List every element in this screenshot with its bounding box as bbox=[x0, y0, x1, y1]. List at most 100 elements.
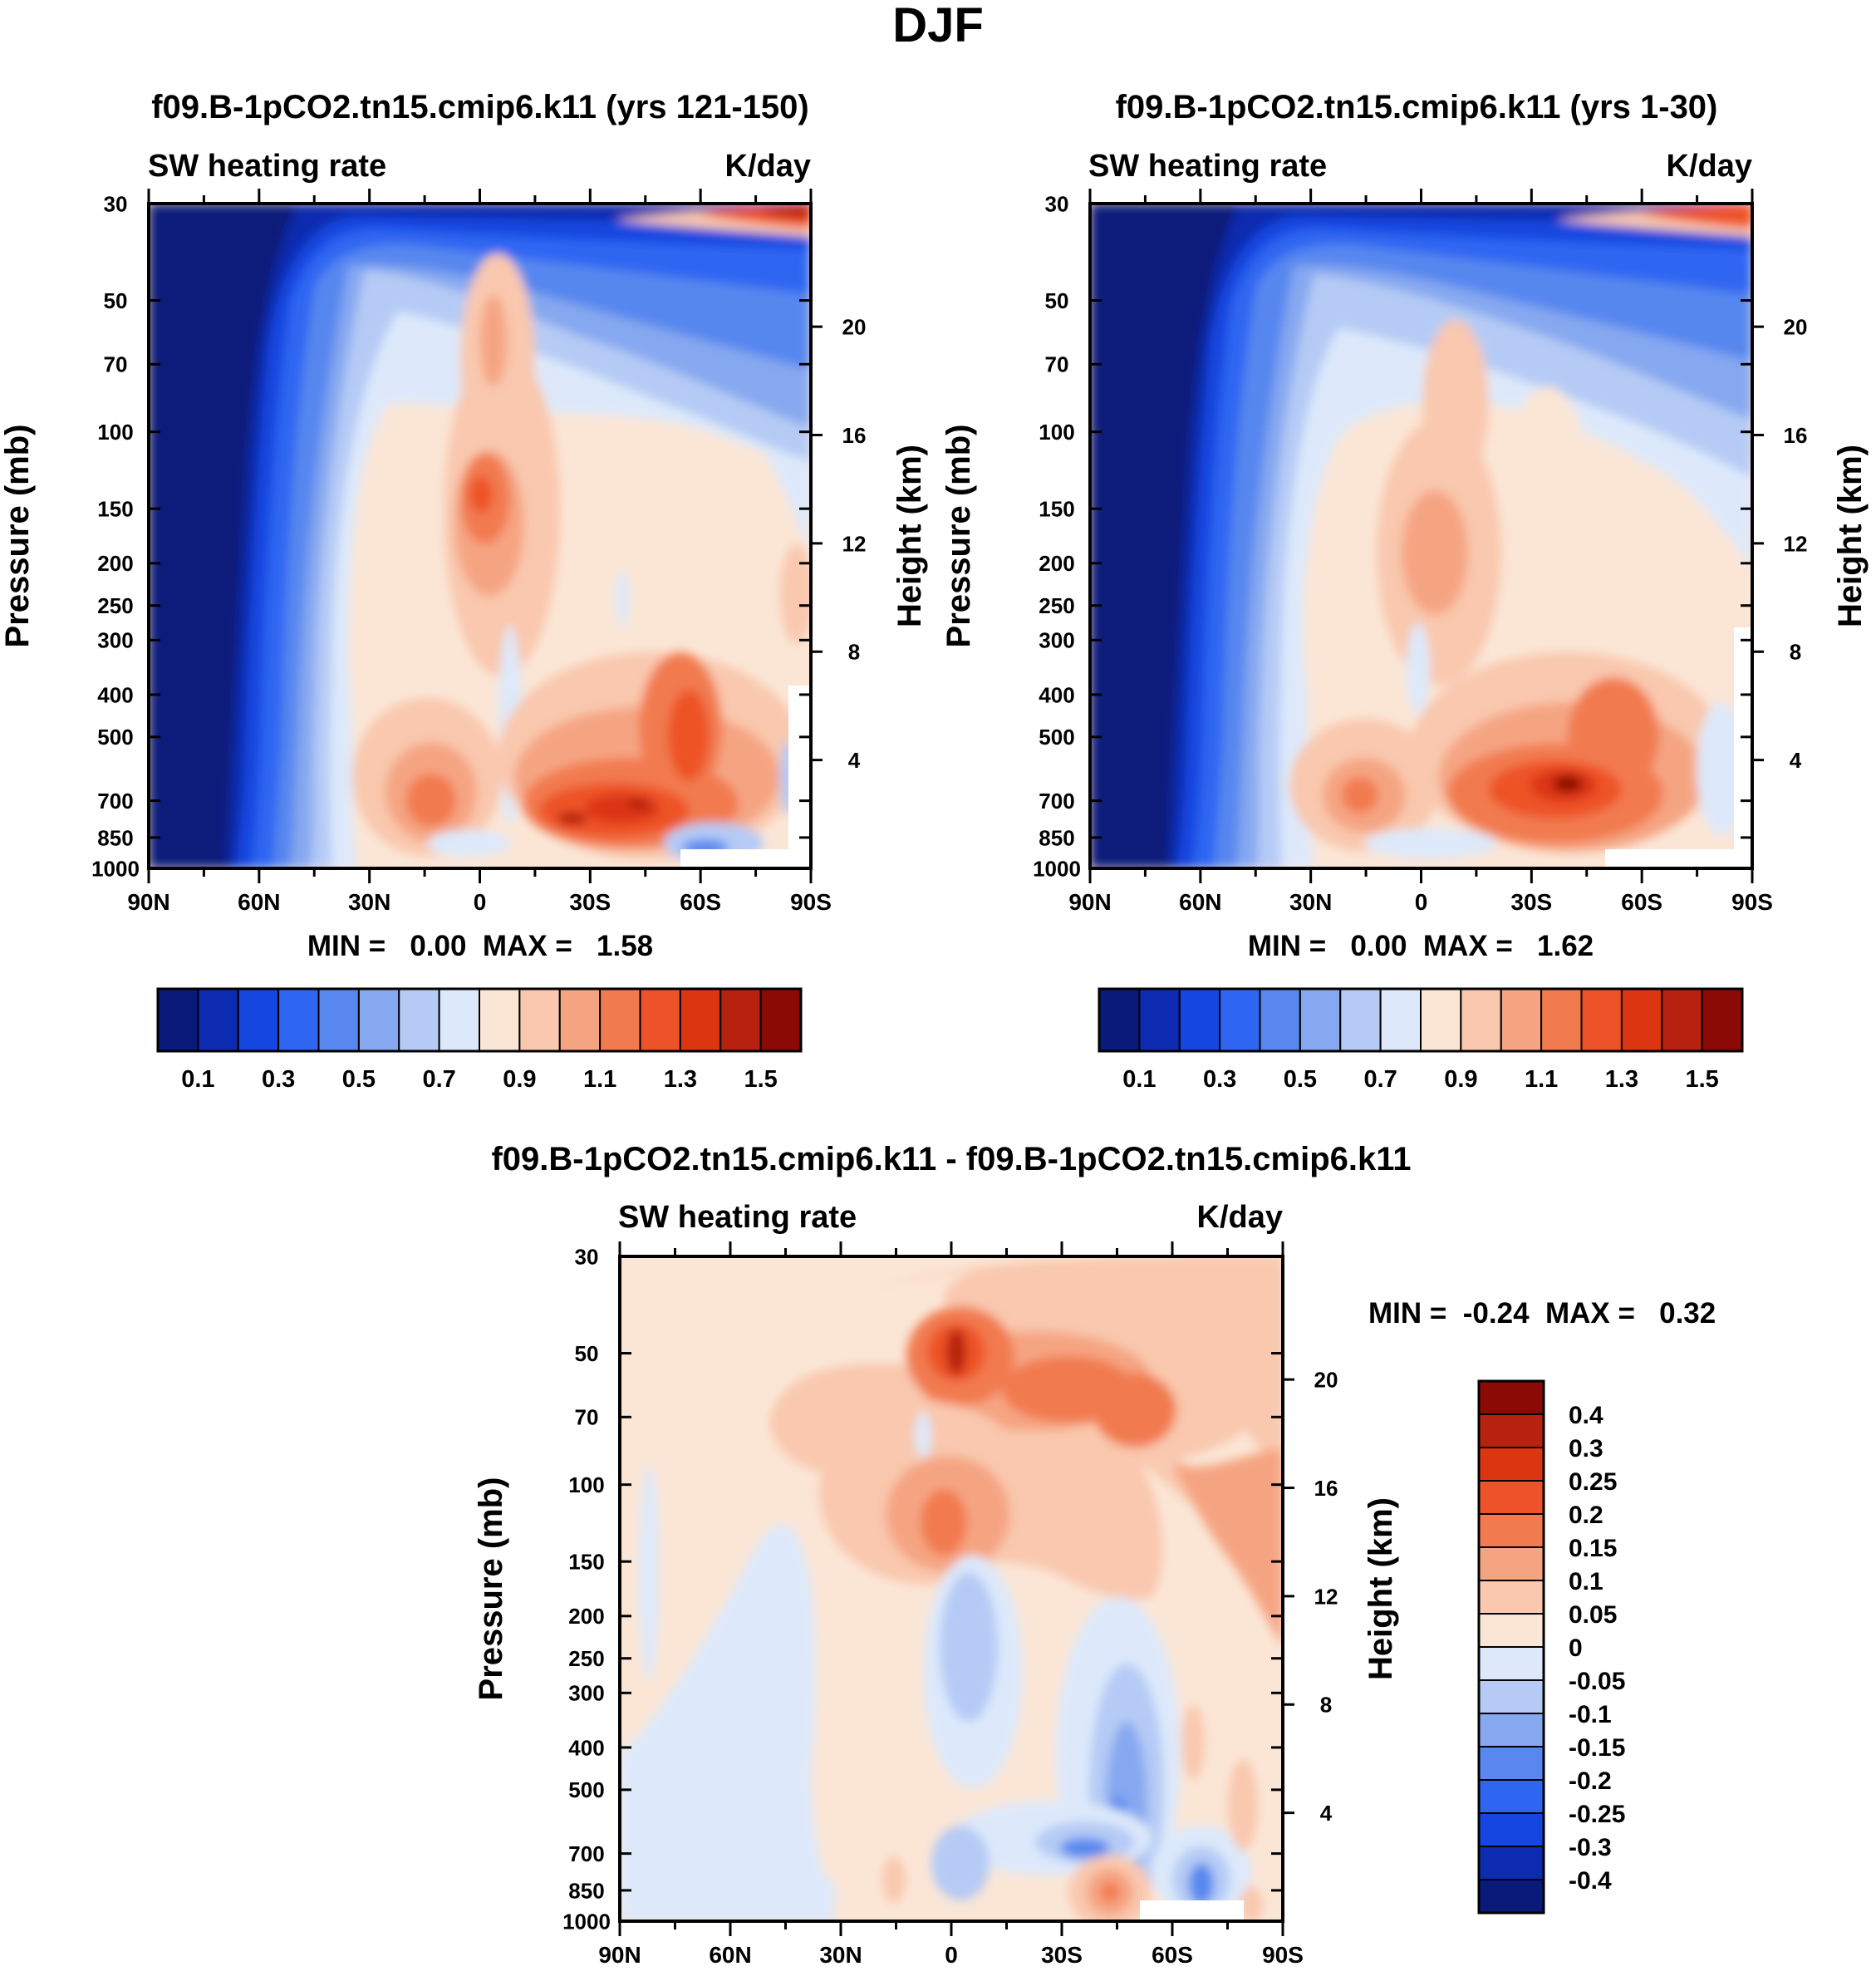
min-max-stats: MIN = 0.00 MAX = 1.62 bbox=[1248, 930, 1594, 962]
y2-tick-label: 20 bbox=[1784, 315, 1808, 340]
y-tick-label: 850 bbox=[97, 825, 133, 850]
y-tick-label: 100 bbox=[568, 1472, 604, 1497]
colorbar-swatch bbox=[1478, 1480, 1545, 1515]
units-label: K/day bbox=[1667, 149, 1752, 184]
colorbar-label: 1.1 bbox=[1525, 1066, 1558, 1093]
colorbar: 0.1 0.3 0.5 0.7 0.9 1.1 1.3 1.5 bbox=[156, 987, 803, 1093]
y2-axis-ticks: 20 16 12 8 4 bbox=[1283, 1368, 1338, 1826]
colorbar-label: 0.2 bbox=[1569, 1502, 1603, 1529]
colorbar-label: -0.3 bbox=[1569, 1834, 1612, 1861]
y2-tick-label: 12 bbox=[842, 531, 867, 556]
units-label: K/day bbox=[1197, 1200, 1283, 1235]
colorbar-label: 0.1 bbox=[181, 1066, 214, 1093]
y-tick-label: 70 bbox=[1045, 352, 1069, 377]
y2-axis-ticks: 20 16 12 8 4 bbox=[811, 315, 866, 773]
y-tick-label: 30 bbox=[104, 191, 128, 216]
y2-axis-label: Height (km) bbox=[891, 445, 928, 627]
colorbar-swatch bbox=[1219, 988, 1261, 1052]
x-tick-label: 60S bbox=[680, 889, 721, 915]
x-tick-label: 30S bbox=[1510, 889, 1552, 915]
colorbar-frame bbox=[156, 987, 803, 1053]
colorbar-swatch bbox=[357, 988, 400, 1052]
y-tick-label: 300 bbox=[1039, 628, 1074, 653]
colorbar-label: 1.5 bbox=[1685, 1066, 1718, 1093]
colorbar-swatch bbox=[1478, 1613, 1545, 1648]
colorbar-swatch bbox=[1580, 988, 1623, 1052]
y-tick-label: 400 bbox=[1039, 682, 1074, 707]
colorbar-swatch bbox=[1478, 1580, 1545, 1615]
min-max-stats: MIN = 0.00 MAX = 1.58 bbox=[307, 930, 653, 962]
colorbar-swatch bbox=[1339, 988, 1382, 1052]
contour-plot bbox=[1090, 204, 1752, 868]
colorbar-label: 0 bbox=[1569, 1634, 1583, 1662]
colorbar-swatch bbox=[1478, 1546, 1545, 1581]
y-tick-label: 1000 bbox=[562, 1909, 611, 1934]
y2-tick-label: 20 bbox=[1314, 1368, 1338, 1393]
y-tick-label: 250 bbox=[568, 1646, 604, 1671]
y2-tick-label: 16 bbox=[1784, 423, 1808, 448]
y2-tick-label: 16 bbox=[1314, 1476, 1338, 1501]
y2-tick-label: 12 bbox=[1314, 1584, 1338, 1609]
y-axis-label: Pressure (mb) bbox=[473, 1477, 509, 1701]
x-tick-label: 60S bbox=[1152, 1942, 1193, 1968]
colorbar-swatch bbox=[1478, 1646, 1545, 1681]
panel-title: f09.B-1pCO2.tn15.cmip6.k11 (yrs 1-30) bbox=[1116, 89, 1718, 125]
y-tick-label: 700 bbox=[1039, 789, 1074, 814]
colorbar-swatch bbox=[237, 988, 280, 1052]
x-tick-label: 0 bbox=[1415, 889, 1428, 915]
x-tick-label: 90S bbox=[1731, 889, 1773, 915]
colorbar-swatch bbox=[1478, 1380, 1545, 1415]
x-tick-label: 30N bbox=[1289, 889, 1332, 915]
colorbar-swatch bbox=[1661, 988, 1703, 1052]
colorbar-swatch bbox=[599, 988, 641, 1052]
colorbar-label: 0.4 bbox=[1569, 1402, 1603, 1429]
colorbar-swatch bbox=[1098, 988, 1141, 1052]
x-tick-label: 90N bbox=[1068, 889, 1111, 915]
y-tick-label: 200 bbox=[568, 1604, 604, 1629]
contour-plot bbox=[149, 204, 811, 868]
variable-label: SW heating rate bbox=[1088, 149, 1327, 184]
colorbar-swatch bbox=[1478, 1413, 1545, 1448]
colorbar-label: 0.7 bbox=[1363, 1066, 1397, 1093]
colorbar-label: 0.3 bbox=[1203, 1066, 1236, 1093]
x-axis-ticks: 90N 60N 30N 0 30S 60S 90S bbox=[127, 189, 832, 915]
y2-tick-label: 20 bbox=[842, 315, 867, 340]
y-tick-label: 500 bbox=[1039, 725, 1074, 750]
y-tick-label: 200 bbox=[1039, 551, 1074, 576]
colorbar-swatch bbox=[1701, 988, 1743, 1052]
colorbar-swatch bbox=[639, 988, 681, 1052]
colorbar-swatch bbox=[1478, 1713, 1545, 1748]
colorbar-label: 0.25 bbox=[1569, 1468, 1617, 1496]
panel-1: f09.B-1pCO2.tn15.cmip6.k11 (yrs 121-150)… bbox=[0, 89, 928, 1093]
y-tick-label: 300 bbox=[568, 1681, 604, 1706]
colorbar-swatch bbox=[1500, 988, 1543, 1052]
y-tick-label: 850 bbox=[1039, 825, 1074, 850]
y-tick-label: 70 bbox=[104, 352, 128, 377]
panel-title: f09.B-1pCO2.tn15.cmip6.k11 - f09.B-1pCO2… bbox=[491, 1141, 1411, 1177]
y-axis-ticks: 30 50 70 100 150 200 250 300 400 500 700 850 1000 bbox=[1033, 191, 1752, 881]
colorbar: 0.4 0.3 0.25 0.2 0.15 0.1 0.05 0 -0.05 -0.1 -0.15 -… bbox=[1477, 1379, 1625, 1915]
colorbar-swatch bbox=[558, 988, 602, 1052]
y2-tick-label: 16 bbox=[842, 423, 867, 448]
y-tick-label: 500 bbox=[568, 1777, 604, 1802]
x-tick-label: 30N bbox=[348, 889, 390, 915]
x-tick-label: 30N bbox=[819, 1942, 862, 1968]
y-tick-label: 400 bbox=[568, 1735, 604, 1760]
colorbar-swatch bbox=[518, 988, 561, 1052]
colorbar-swatch bbox=[1178, 988, 1221, 1052]
colorbar-swatch bbox=[479, 988, 521, 1052]
colorbar-swatch bbox=[1478, 1879, 1545, 1914]
y-tick-label: 850 bbox=[568, 1878, 604, 1903]
y2-tick-label: 4 bbox=[848, 748, 861, 773]
units-label: K/day bbox=[725, 149, 811, 184]
colorbar-label: -0.1 bbox=[1569, 1701, 1612, 1728]
colorbar-label: 1.3 bbox=[1605, 1066, 1638, 1093]
y-axis-ticks: 30 50 70 100 150 200 250 300 400 500 700 850 1000 bbox=[91, 191, 811, 881]
colorbar-swatch bbox=[1478, 1679, 1545, 1714]
colorbar-label: -0.15 bbox=[1569, 1734, 1625, 1762]
colorbar-label: 0.05 bbox=[1569, 1601, 1617, 1629]
x-tick-label: 90S bbox=[790, 889, 832, 915]
colorbar-swatch bbox=[1478, 1746, 1545, 1781]
panel-3: f09.B-1pCO2.tn15.cmip6.k11 - f09.B-1pCO2… bbox=[473, 1141, 1716, 1968]
y-tick-label: 30 bbox=[575, 1244, 599, 1269]
